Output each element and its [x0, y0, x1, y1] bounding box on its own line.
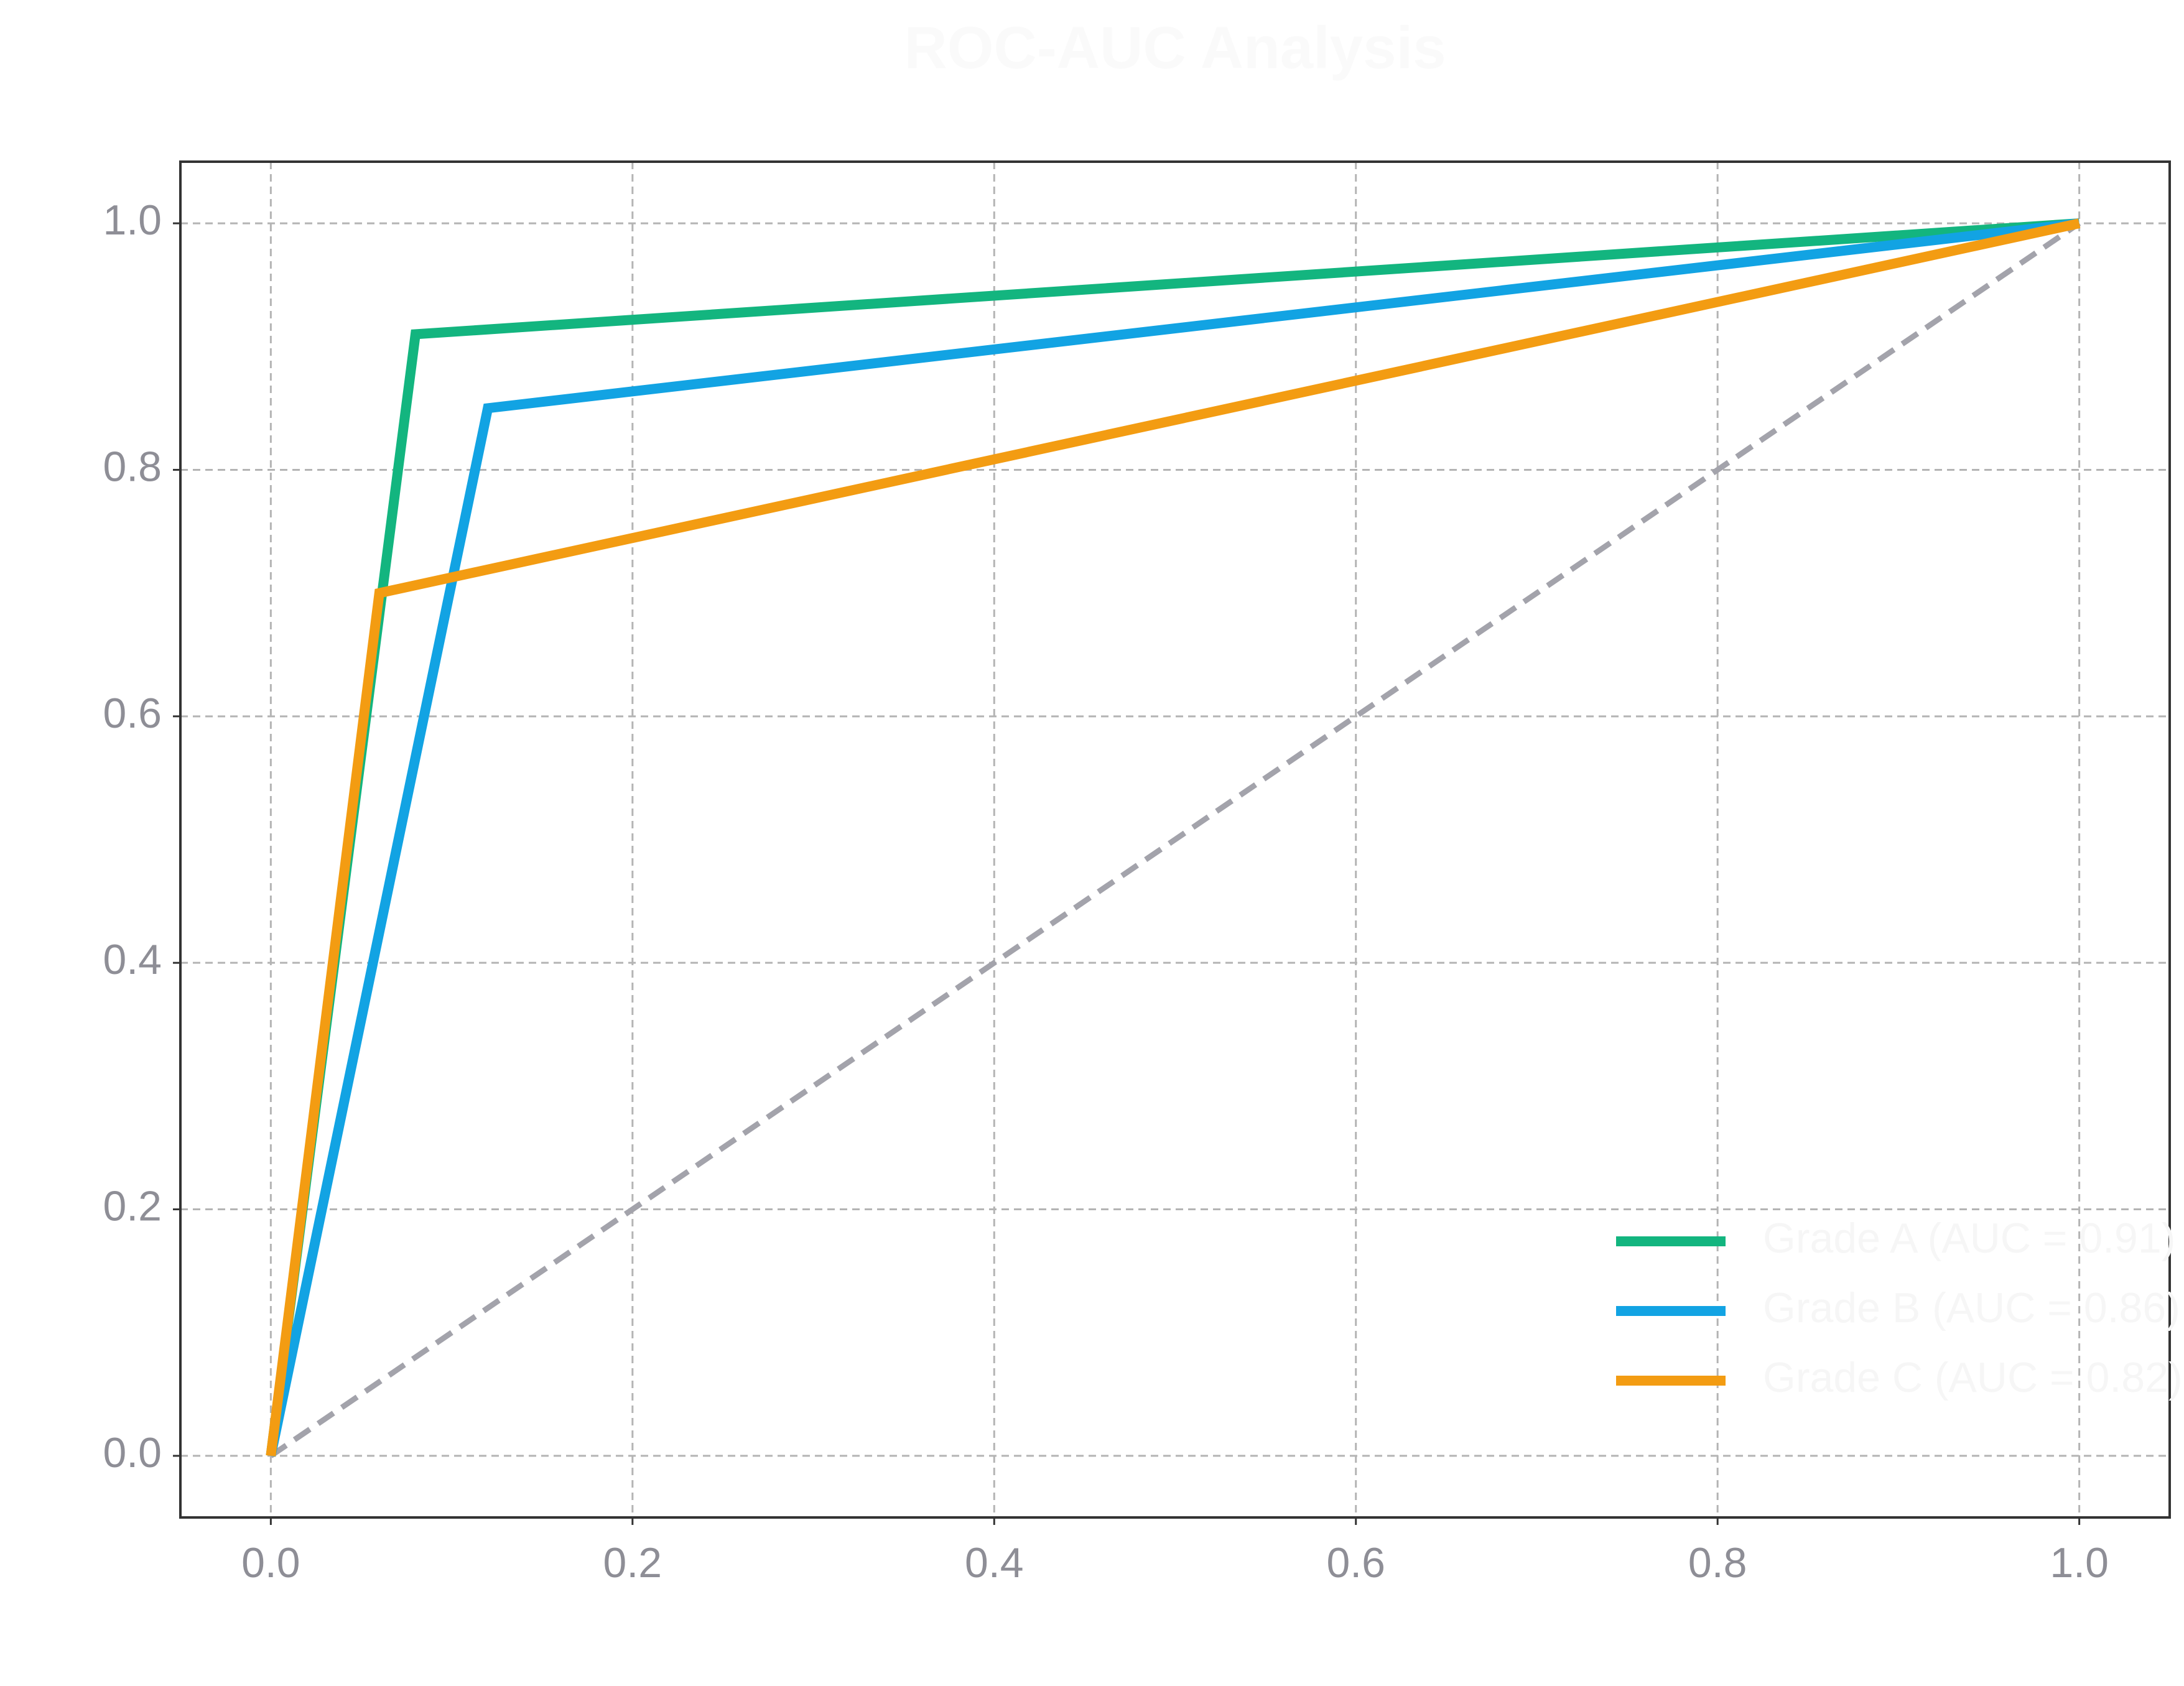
y-tick-label: 0.6 — [103, 690, 162, 737]
x-tick-label: 0.8 — [1688, 1539, 1747, 1586]
chart-title: ROC-AUC Analysis — [904, 14, 1446, 81]
legend-label: Grade B (AUC = 0.86) — [1763, 1284, 2180, 1332]
y-tick-label: 1.0 — [103, 197, 162, 244]
roc-line — [266, 218, 2081, 1457]
reference-line — [269, 221, 2081, 1458]
y-tick-label: 0.4 — [103, 936, 162, 983]
y-tick-label: 0.2 — [103, 1183, 162, 1230]
x-tick-label: 1.0 — [2050, 1539, 2109, 1586]
legend-label: Grade C (AUC = 0.82) — [1763, 1354, 2183, 1401]
plot-frame — [179, 160, 2171, 1519]
x-tick-label: 0.4 — [965, 1539, 1024, 1586]
x-tick-label: 0.0 — [241, 1539, 300, 1586]
roc-line — [266, 218, 2080, 1457]
legend-label: Grade A (AUC = 0.91) — [1763, 1215, 2175, 1262]
legend: Grade A (AUC = 0.91) Grade B (AUC = 0.86)… — [1616, 1215, 2183, 1401]
x-tick-label: 0.2 — [603, 1539, 662, 1586]
y-tick-label: 0.8 — [103, 443, 162, 490]
y-tick-label: 0.0 — [103, 1429, 162, 1476]
x-tick-label: 0.6 — [1326, 1539, 1385, 1586]
